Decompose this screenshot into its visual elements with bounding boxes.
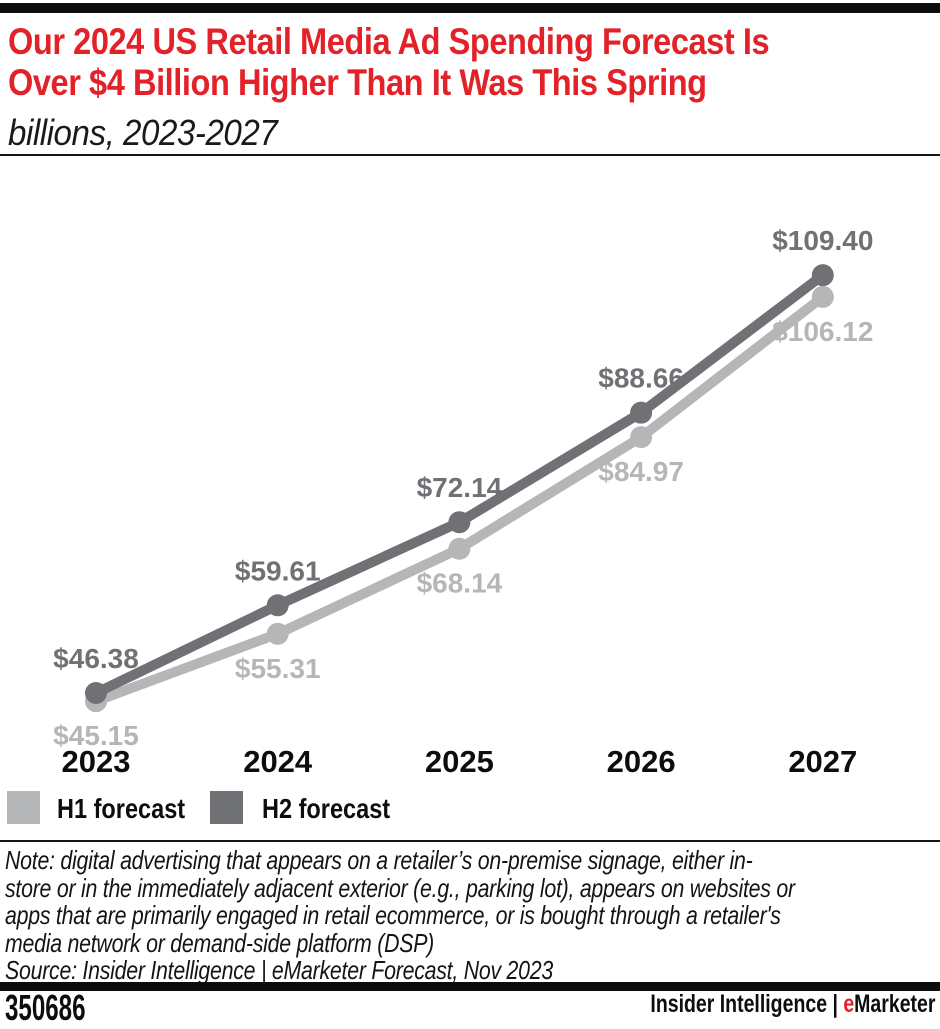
top-bar <box>0 3 940 13</box>
note-line: Note: digital advertising that appears o… <box>5 845 753 875</box>
data-label: $88.66 <box>598 363 684 394</box>
legend-swatch-h1 <box>7 791 40 824</box>
footer-bar <box>0 982 940 991</box>
note-line: store or in the immediately adjacent ext… <box>5 872 795 903</box>
x-axis-label: 2023 <box>62 744 131 779</box>
data-label: $55.31 <box>235 653 321 684</box>
data-label: $109.40 <box>772 225 873 256</box>
brand-prefix: Insider Intelligence | <box>649 990 843 1018</box>
header-divider <box>0 154 940 156</box>
legend-label-h2: H2 forecast <box>262 793 391 824</box>
footnote: Note: digital advertising that appears o… <box>5 845 795 985</box>
x-axis-label: 2024 <box>243 744 313 779</box>
source-line: Source: Insider Intelligence | eMarketer… <box>5 955 553 985</box>
data-point <box>630 426 653 449</box>
data-label: $72.14 <box>417 472 503 503</box>
legend-swatch-h2 <box>210 791 243 824</box>
data-label: $68.14 <box>417 568 503 599</box>
note-line: media network or demand-side platform (D… <box>5 927 435 958</box>
data-point <box>448 537 471 560</box>
brand-emarketer-e: e <box>842 990 854 1018</box>
brand-lockup: Insider Intelligence | eMarketer <box>650 990 935 1019</box>
line-chart: $45.15 $55.31 $68.14 $84.97 $106.12 $46.38 $59… <box>53 225 873 779</box>
data-label: $59.61 <box>235 555 321 586</box>
data-point <box>811 264 834 287</box>
chart-subtitle: billions, 2023-2027 <box>8 112 278 153</box>
data-label: $45.15 <box>53 720 139 751</box>
chart-legend: H1 forecast H2 forecast <box>0 791 940 825</box>
chart-id: 350686 <box>5 987 86 1028</box>
page-title-line-2: Over $4 Billion Higher Than It Was This … <box>8 62 707 103</box>
data-label: $84.97 <box>598 456 684 487</box>
data-point <box>266 622 289 645</box>
x-axis-label: 2026 <box>607 744 676 779</box>
data-point <box>448 511 471 534</box>
note-divider <box>0 840 940 842</box>
data-point <box>85 682 107 704</box>
brand-emarketer-rest: Marketer <box>853 990 935 1018</box>
legend-label-h1: H1 forecast <box>57 793 186 824</box>
note-line: apps that are primarily engaged in retai… <box>5 900 781 930</box>
x-axis-label: 2027 <box>788 744 857 779</box>
data-point <box>811 285 834 308</box>
page-title: Our 2024 US Retail Media Ad Spending For… <box>8 21 873 103</box>
data-point <box>266 594 289 617</box>
data-label: $46.38 <box>53 643 139 674</box>
x-axis-label: 2025 <box>425 744 494 779</box>
page-title-line-1: Our 2024 US Retail Media Ad Spending For… <box>8 21 770 62</box>
data-label: $106.12 <box>772 316 873 347</box>
data-point <box>630 401 653 424</box>
